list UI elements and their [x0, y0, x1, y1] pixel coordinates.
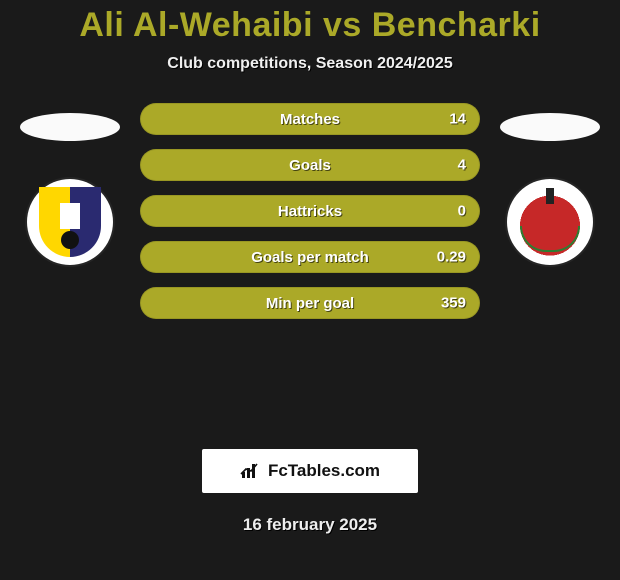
- left-club-crest-icon: [39, 187, 101, 257]
- player-left: [20, 179, 120, 279]
- player-right-ellipse: [500, 113, 600, 141]
- stat-row: Goals per match 0.29: [140, 241, 480, 273]
- stat-row: Matches 14: [140, 103, 480, 135]
- player-left-ellipse: [20, 113, 120, 141]
- subtitle: Club competitions, Season 2024/2025: [0, 55, 620, 73]
- stat-row: Goals 4: [140, 149, 480, 181]
- right-club-crest-icon: [514, 186, 586, 258]
- stat-label: Goals: [289, 157, 331, 174]
- stat-value-right: 359: [441, 295, 466, 312]
- player-left-crest-circle: [27, 179, 113, 265]
- stat-label: Hattricks: [278, 203, 342, 220]
- comparison-panel: Matches 14 Goals 4 Hattricks 0 Goals per match…: [0, 103, 620, 443]
- brand-box[interactable]: FcTables.com: [202, 449, 418, 493]
- stat-row: Hattricks 0: [140, 195, 480, 227]
- page-title: Ali Al-Wehaibi vs Bencharki: [0, 0, 620, 45]
- barchart-icon: [240, 462, 262, 480]
- player-right-crest-circle: [507, 179, 593, 265]
- player-right: [500, 179, 600, 279]
- footer-date: 16 february 2025: [0, 515, 620, 535]
- stat-value-right: 14: [449, 111, 466, 128]
- stat-label: Min per goal: [266, 295, 354, 312]
- stat-value-right: 0.29: [437, 249, 466, 266]
- stat-value-right: 4: [458, 157, 466, 174]
- stats-list: Matches 14 Goals 4 Hattricks 0 Goals per match…: [140, 103, 480, 333]
- stat-label: Goals per match: [251, 249, 369, 266]
- stat-row: Min per goal 359: [140, 287, 480, 319]
- stat-value-right: 0: [458, 203, 466, 220]
- stat-label: Matches: [280, 111, 340, 128]
- brand-text: FcTables.com: [268, 461, 380, 481]
